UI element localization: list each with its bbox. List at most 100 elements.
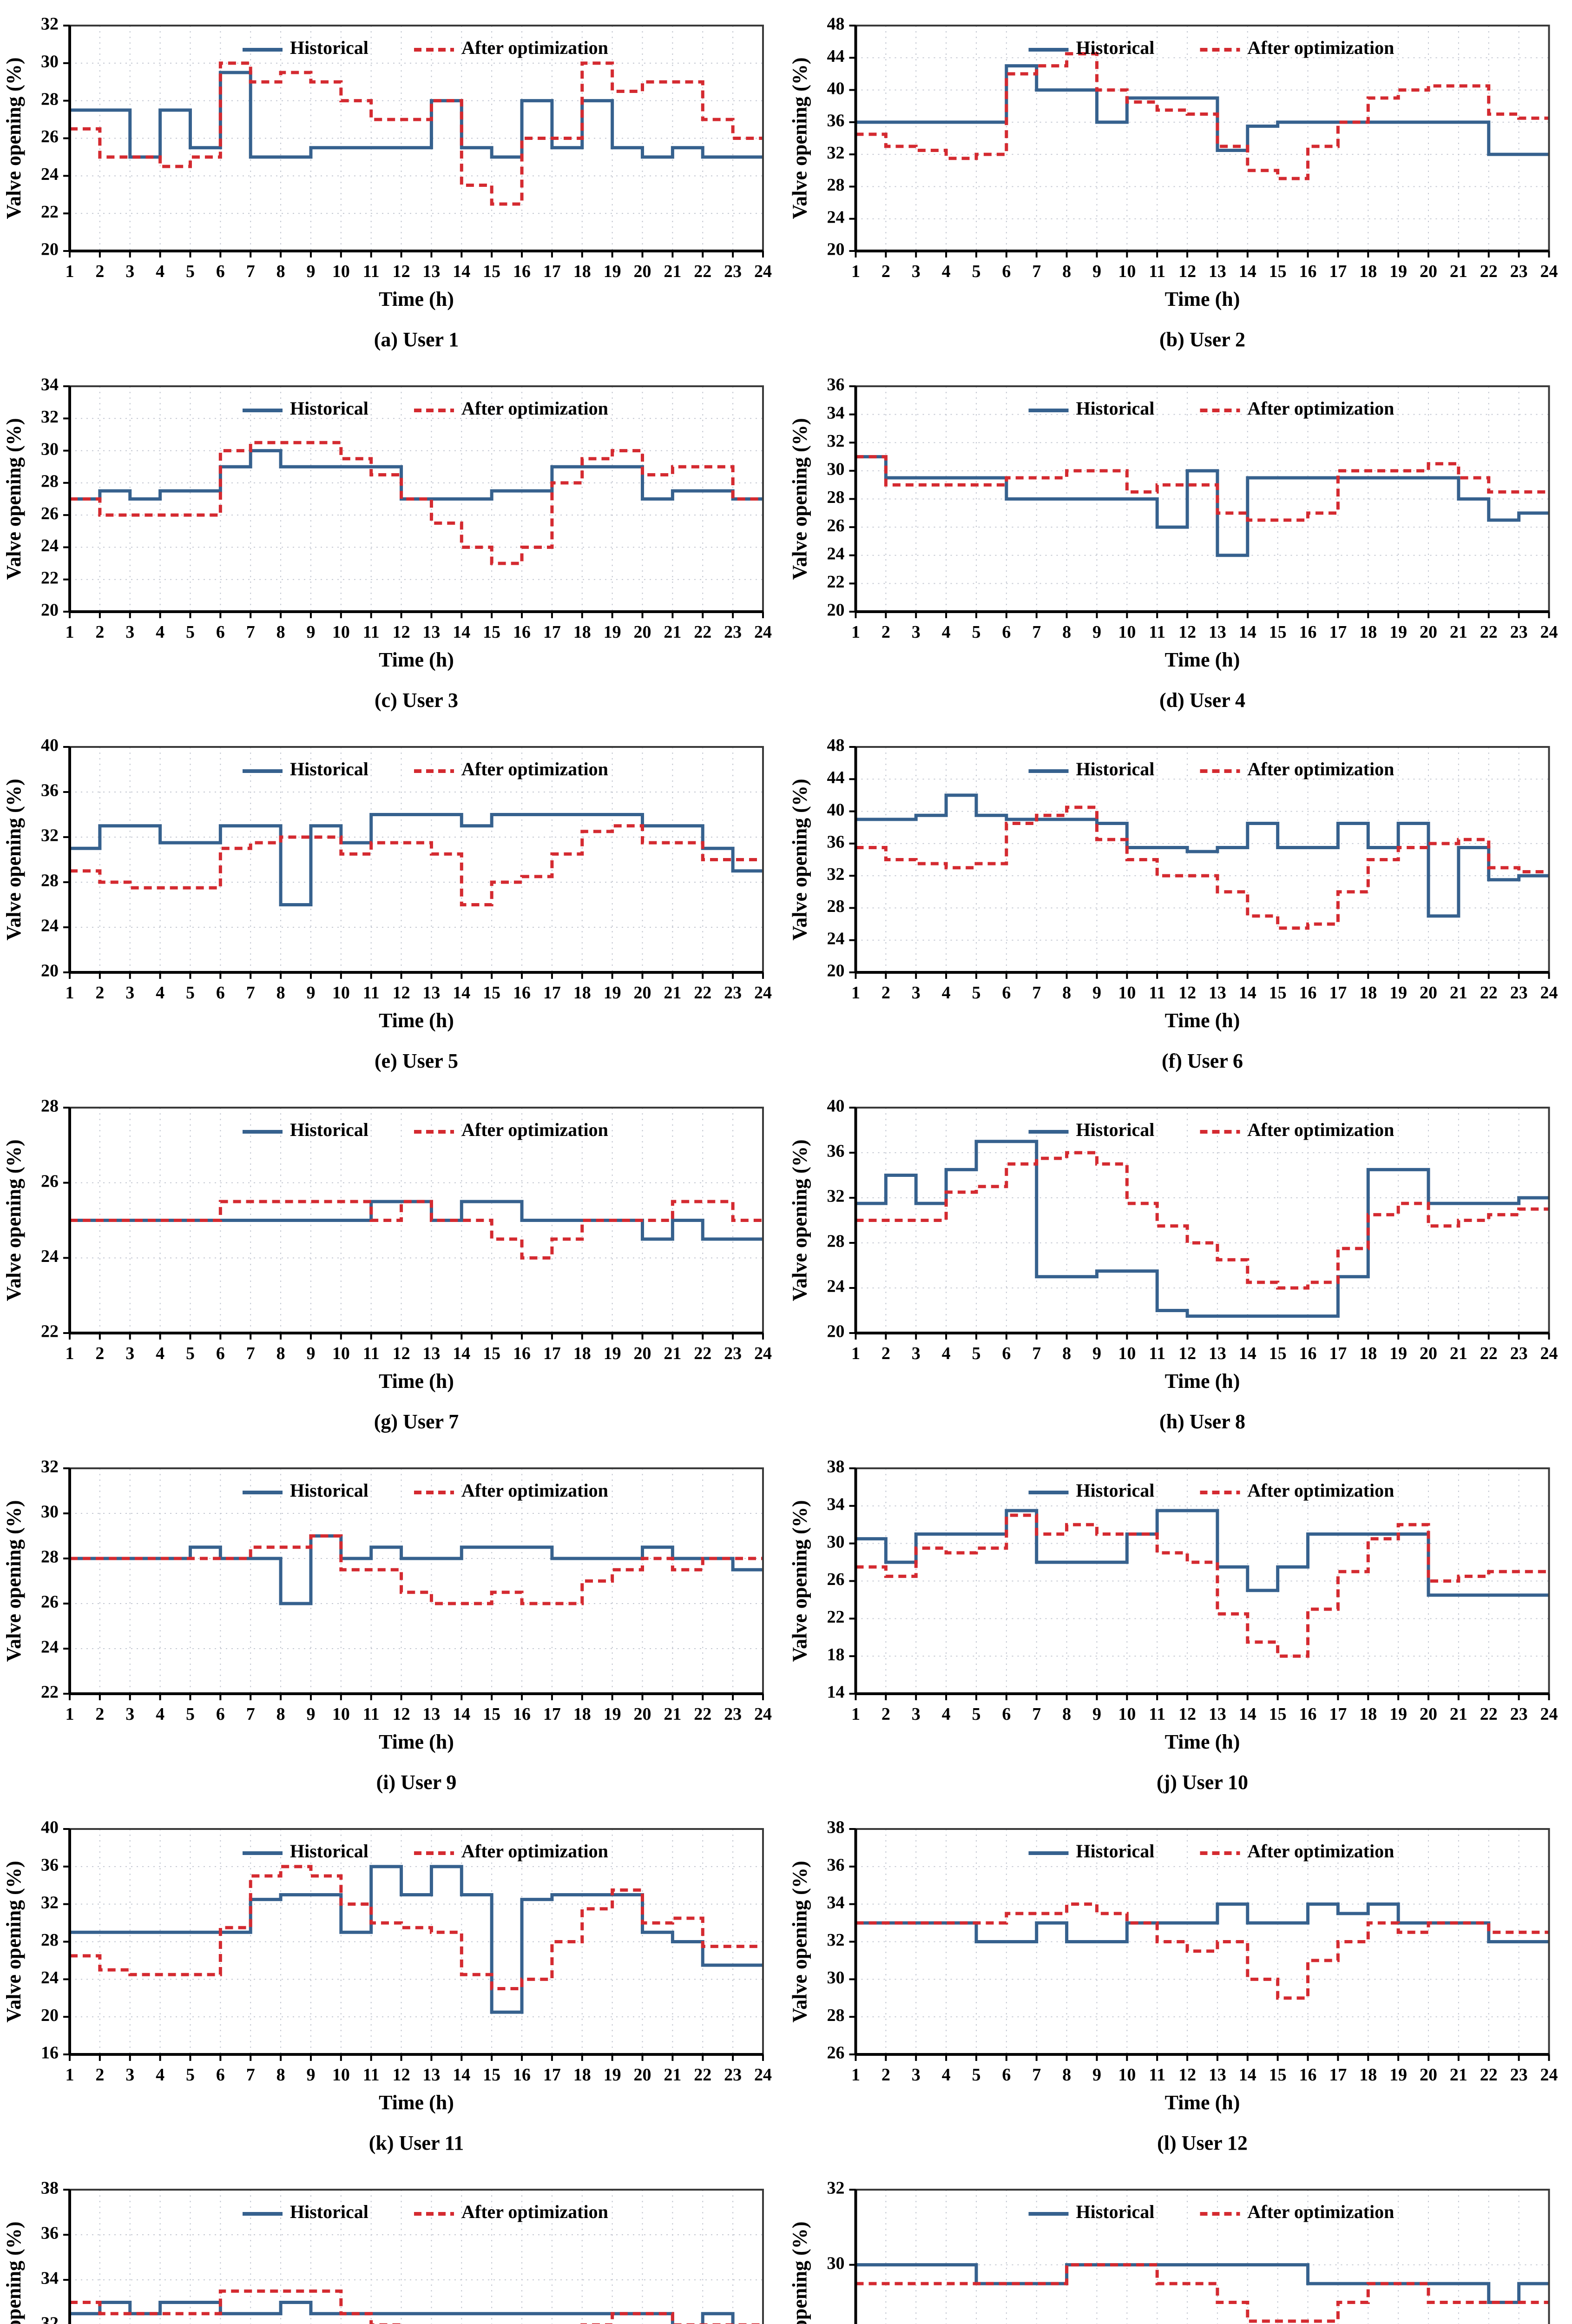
chart-caption: (h) User 8: [1159, 1410, 1245, 1433]
x-tick-label: 17: [543, 622, 561, 642]
x-tick-label: 22: [1480, 262, 1498, 281]
x-tick-label: 21: [664, 1344, 681, 1363]
x-tick-label: 1: [66, 1344, 74, 1363]
y-axis-title: Valve opening (%): [2, 1500, 25, 1662]
y-tick-label: 24: [827, 544, 845, 563]
y-tick-label: 32: [41, 407, 59, 427]
x-tick-label: 18: [573, 262, 591, 281]
y-tick-label: 36: [41, 2224, 59, 2243]
y-tick-label: 30: [827, 2253, 845, 2273]
legend-optimized-label: After optimization: [1248, 759, 1394, 779]
chart-caption: (i) User 9: [376, 1771, 457, 1794]
legend-historical-label: Historical: [1076, 2201, 1155, 2222]
x-tick-label: 7: [1032, 1344, 1041, 1363]
x-tick-label: 16: [513, 2065, 531, 2085]
x-tick-label: 20: [634, 983, 651, 1003]
x-tick-label: 19: [604, 2065, 621, 2085]
x-tick-label: 11: [1149, 262, 1165, 281]
legend-optimized-label: After optimization: [461, 2201, 608, 2222]
chart-caption: (a) User 1: [374, 328, 459, 351]
legend-historical-label: Historical: [290, 37, 368, 58]
legend-optimized-label: After optimization: [1248, 1119, 1394, 1140]
y-tick-label: 20: [827, 961, 845, 981]
x-tick-label: 18: [573, 1704, 591, 1724]
x-tick-label: 15: [483, 2065, 500, 2085]
x-tick-label: 3: [125, 1344, 134, 1363]
series-historical: [855, 2263, 1549, 2304]
x-tick-label: 12: [1178, 1704, 1196, 1724]
x-tick-label: 3: [125, 2065, 134, 2085]
x-tick-label: 1: [851, 983, 860, 1003]
x-tick-label: 7: [1032, 983, 1041, 1003]
y-tick-label: 32: [827, 2179, 845, 2198]
x-tick-label: 13: [422, 1704, 440, 1724]
x-tick-label: 22: [1480, 1704, 1498, 1724]
x-tick-label: 15: [483, 983, 500, 1003]
x-tick-label: 15: [1269, 2065, 1287, 2085]
chart-user-7: 22 24 26 28 1 2 3 4 5 6 7 8 9 10 11 12 13 14 15 16 17 18 19 20 2…: [0, 1082, 785, 1443]
x-tick-label: 12: [1178, 1344, 1196, 1363]
x-tick-label: 8: [276, 1704, 285, 1724]
x-tick-label: 15: [1269, 622, 1287, 642]
series-historical: [70, 1200, 763, 1241]
x-tick-label: 1: [851, 1704, 860, 1724]
x-tick-label: 12: [393, 2065, 410, 2085]
x-tick-label: 12: [1178, 2065, 1196, 2085]
y-tick-label: 30: [827, 460, 845, 479]
x-tick-label: 13: [1209, 622, 1226, 642]
chart-user-14: 2628303212345678910111213141516171819202…: [785, 2164, 1572, 2324]
x-tick-label: 1: [66, 622, 74, 642]
x-tick-label: 4: [942, 622, 951, 642]
x-tick-label: 5: [972, 1344, 980, 1363]
plot-border: [69, 746, 764, 973]
x-tick-label: 8: [276, 1344, 285, 1363]
x-tick-label: 19: [1389, 262, 1407, 281]
legend-historical-label: Historical: [290, 398, 368, 419]
series-historical: [70, 813, 763, 906]
legend-historical-label: Historical: [1076, 37, 1155, 58]
x-tick-label: 21: [664, 2065, 681, 2085]
x-tick-label: 8: [276, 622, 285, 642]
series-optimized: [70, 441, 763, 565]
x-axis-title: Time (h): [379, 1730, 454, 1753]
x-tick-label: 15: [1269, 983, 1287, 1003]
x-tick-label: 24: [1540, 1344, 1558, 1363]
x-tick-label: 9: [306, 2065, 315, 2085]
x-tick-label: 4: [156, 1704, 164, 1724]
x-tick-label: 7: [246, 1344, 255, 1363]
x-tick-label: 10: [332, 1344, 350, 1363]
x-tick-label: 11: [363, 1704, 380, 1724]
legend-optimized-label: After optimization: [1248, 1841, 1394, 1862]
x-tick-label: 21: [1450, 622, 1467, 642]
x-tick-label: 18: [1359, 2065, 1377, 2085]
y-tick-label: 34: [827, 1495, 845, 1514]
x-tick-label: 10: [1118, 1344, 1136, 1363]
x-tick-label: 23: [724, 1704, 742, 1724]
x-tick-label: 5: [186, 262, 195, 281]
x-tick-label: 16: [513, 622, 531, 642]
legend-historical-label: Historical: [1076, 1841, 1155, 1862]
x-tick-label: 19: [604, 1344, 621, 1363]
x-tick-label: 22: [694, 2065, 711, 2085]
x-tick-label: 12: [1178, 983, 1196, 1003]
x-tick-label: 16: [1299, 1344, 1317, 1363]
x-tick-label: 17: [543, 262, 561, 281]
y-tick-label: 30: [827, 1532, 845, 1552]
chart-user-4: 20 22 24 26 28 30 32 34 36 1 2 3 4 5 6 7 8 9 10 11 12 13 14 15 1…: [785, 361, 1572, 721]
x-tick-label: 14: [453, 983, 470, 1003]
x-tick-label: 1: [66, 983, 74, 1003]
legend-historical-label: Historical: [1076, 1480, 1155, 1501]
x-tick-label: 1: [851, 2065, 860, 2085]
x-tick-label: 23: [1510, 1704, 1528, 1724]
y-tick-label: 34: [41, 375, 59, 395]
x-tick-label: 17: [543, 2065, 561, 2085]
y-tick-label: 32: [41, 2314, 59, 2324]
x-tick-label: 23: [1510, 262, 1528, 281]
x-tick-label: 2: [95, 622, 104, 642]
x-tick-label: 4: [942, 262, 951, 281]
x-tick-label: 20: [634, 262, 651, 281]
x-tick-label: 20: [634, 622, 651, 642]
